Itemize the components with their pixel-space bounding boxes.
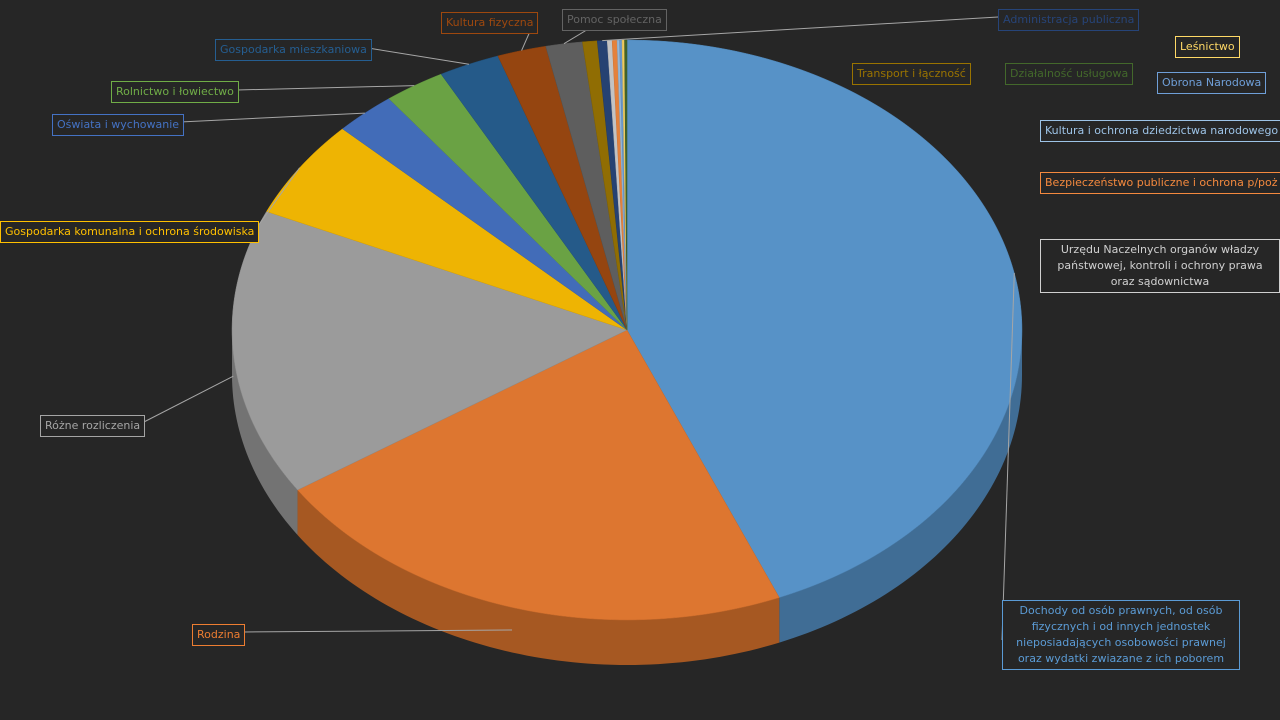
slice-label: Rolnictwo i łowiectwo [111, 81, 239, 103]
slice-label: Kultura fizyczna [441, 12, 539, 34]
slice-label: Transport i łączność [852, 63, 971, 85]
leader-line [243, 629, 513, 633]
slice-side [232, 330, 298, 535]
leader-line [1001, 272, 1015, 641]
slice-label: Pomoc społeczna [562, 9, 667, 31]
leader-line [179, 112, 365, 123]
slice [497, 45, 628, 331]
leader-line [236, 85, 415, 91]
slice-label: Gospodarka mieszkaniowa [215, 39, 372, 61]
slice-label: Rodzina [192, 624, 246, 646]
slice [388, 73, 628, 331]
slice-side [779, 330, 1022, 643]
slice-side [297, 489, 780, 665]
slice-label: Urzędu Naczelnych organów władzy państwo… [1040, 239, 1280, 293]
slice [545, 41, 628, 331]
slice [231, 211, 628, 491]
leader-line [602, 16, 999, 42]
slice-label: Obrona Narodowa [1157, 72, 1267, 94]
slice-label: Kultura i ochrona dziedzictwa narodowego [1040, 120, 1280, 142]
leader-line [367, 47, 470, 65]
slice [626, 39, 1023, 598]
slice-label: Gospodarka komunalna i ochrona środowisk… [0, 221, 260, 243]
slice [624, 39, 628, 331]
slice-label: Leśnictwo [1175, 36, 1240, 58]
slice-label: Oświata i wychowanie [52, 114, 185, 136]
slice [297, 329, 780, 621]
slice-label: Różne rozliczenia [40, 415, 146, 437]
slice-label: Działalność usługowa [1005, 63, 1134, 85]
slice-label: Bezpieczeństwo publiczne i ochrona p/poż [1040, 172, 1280, 194]
leader-line [139, 375, 234, 425]
slice-label: Dochody od osób prawnych, od osób fizycz… [1002, 600, 1240, 670]
leader-line [254, 167, 301, 231]
slice-label: Administracja publiczna [998, 9, 1140, 31]
